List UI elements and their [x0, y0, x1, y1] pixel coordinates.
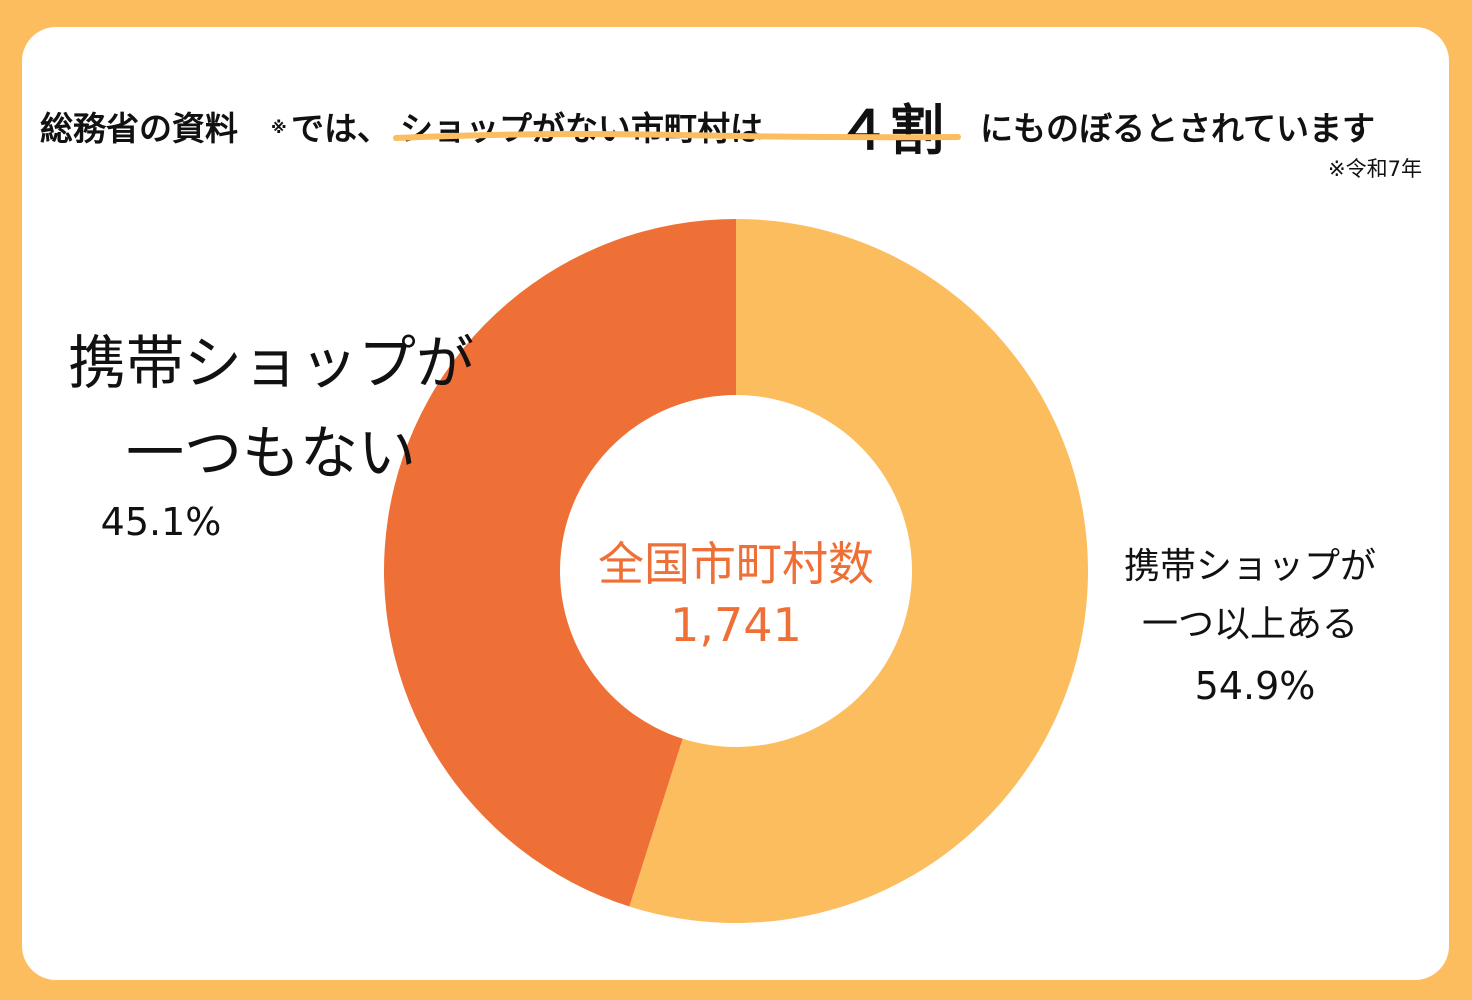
headline-part-a: 総務省の資料: [40, 109, 238, 148]
headline-emphasis: ショップがない市町村は: [400, 109, 763, 148]
slice-label-has-line2: 一つ以上ある: [1141, 604, 1358, 645]
slice-value-none: 45.1%: [100, 500, 222, 544]
headline-note-mark: ※: [271, 118, 287, 137]
headline-part-b: では、: [291, 109, 390, 148]
donut-slice-0: [629, 219, 1088, 924]
donut-slice-1: [384, 219, 736, 907]
center-label: 全国市町村数: [598, 537, 874, 591]
slice-label-has-line1: 携帯ショップが: [1123, 546, 1376, 587]
center-value: 1,741: [670, 598, 802, 652]
headline-big-number: ４割: [836, 99, 944, 162]
slice-label-none-line1: 携帯ショップが: [67, 329, 474, 397]
source-note: ※令和7年: [1328, 157, 1422, 181]
slice-label-none: 携帯ショップが 一つもない: [36, 318, 506, 498]
headline-underline: [393, 131, 961, 141]
headline-part-c: にものぼるとされています: [980, 109, 1376, 148]
slice-label-has: 携帯ショップが 一つ以上ある: [1100, 538, 1400, 654]
slice-label-none-line2: 一つもない: [125, 419, 416, 487]
slice-value-has: 54.9%: [1194, 664, 1316, 708]
